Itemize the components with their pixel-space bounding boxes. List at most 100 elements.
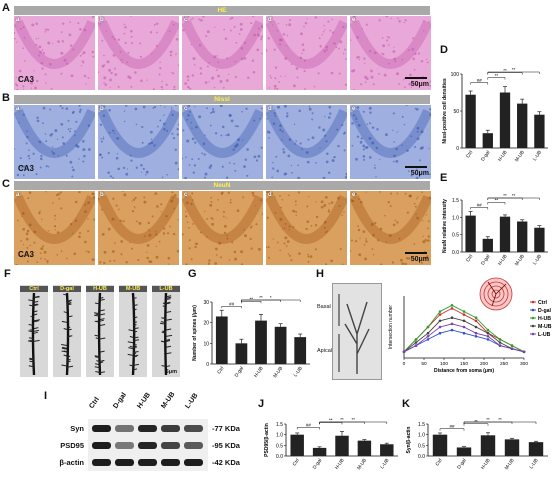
cell-dot — [272, 167, 275, 170]
cell-dot — [271, 176, 273, 178]
dendritic-spine — [28, 299, 35, 302]
cell-dot — [172, 23, 175, 26]
data-point — [438, 319, 442, 323]
cell-dot — [255, 159, 259, 162]
cell-dot — [385, 241, 388, 243]
cell-layer-band — [13, 19, 97, 69]
cell-dot — [374, 221, 377, 225]
cell-dot — [353, 88, 355, 91]
cell-dot — [36, 79, 39, 83]
cell-dot — [173, 85, 176, 89]
cell-dot — [307, 260, 310, 263]
cell-dot — [138, 221, 142, 225]
dendritic-spine — [129, 364, 134, 367]
cell-dot — [272, 238, 274, 240]
cell-dot — [112, 129, 115, 132]
cell-dot — [322, 176, 326, 180]
cell-dot — [272, 122, 276, 125]
data-point — [438, 310, 442, 313]
cell-dot — [226, 234, 228, 237]
cell-dot — [370, 222, 374, 226]
cell-dot — [32, 152, 35, 155]
cell-dot — [84, 203, 87, 206]
cell-dot — [125, 261, 128, 264]
dendritic-spine — [63, 354, 68, 357]
protein-band — [184, 459, 203, 466]
x-tick-label: D-gal — [312, 458, 323, 471]
cell-dot — [355, 157, 358, 161]
cell-dot — [103, 54, 105, 57]
cell-dot — [331, 159, 335, 163]
cell-dot — [246, 174, 249, 177]
cell-dot — [381, 52, 383, 55]
cell-dot — [40, 247, 44, 251]
cell-dot — [28, 157, 31, 160]
bar-ctrl — [465, 94, 476, 148]
cell-dot — [130, 159, 133, 162]
panel-label-i: I — [44, 390, 48, 402]
data-point — [462, 313, 466, 316]
cell-dot — [240, 47, 244, 50]
cell-dot — [70, 74, 74, 78]
cell-dot — [30, 81, 34, 85]
cell-dot — [156, 125, 159, 128]
cell-dot — [169, 54, 173, 57]
cell-dot — [274, 77, 277, 80]
cell-dot — [177, 64, 180, 66]
significance-mark: ** — [503, 68, 507, 73]
cell-dot — [379, 191, 381, 193]
cell-dot — [158, 73, 161, 76]
basal-label: Basal — [317, 304, 331, 310]
cell-dot — [283, 227, 286, 229]
cell-dot — [15, 83, 18, 86]
protein-band — [115, 425, 134, 432]
cell-dot — [341, 263, 344, 265]
cell-dot — [113, 38, 116, 41]
significance-bracket — [487, 71, 540, 74]
cell-dot — [160, 203, 163, 206]
cell-dot — [276, 88, 279, 90]
dendritic-spine — [132, 344, 137, 347]
cell-dot — [149, 230, 151, 232]
dendritic-spine — [162, 331, 167, 334]
cell-dot — [225, 134, 227, 137]
cell-dot — [186, 75, 190, 78]
cell-dot — [186, 139, 190, 143]
cell-dot — [113, 132, 115, 135]
y-tick-label: 0.5 — [418, 443, 425, 449]
data-point — [522, 350, 526, 354]
cell-dot — [59, 191, 63, 194]
micrograph-b-e: e 50μm — [349, 104, 433, 180]
cell-dot — [22, 165, 26, 168]
cell-dot — [134, 71, 137, 74]
cell-dot — [303, 59, 306, 62]
cell-dot — [305, 227, 308, 231]
cell-dot — [62, 22, 65, 25]
dendrite-texture — [127, 292, 140, 376]
cell-dot — [285, 245, 288, 247]
cell-dot — [170, 199, 174, 203]
cell-dot — [185, 215, 188, 218]
cell-dot — [227, 191, 231, 194]
cell-dot — [391, 261, 395, 264]
data-point — [450, 322, 454, 326]
cell-dot — [323, 226, 326, 229]
dendritic-spine — [132, 345, 137, 348]
protein-band — [161, 459, 180, 466]
cell-dot — [401, 58, 404, 61]
series-line-m-ub — [403, 317, 525, 353]
micrograph-texture — [13, 104, 97, 178]
legend-label: M-UB — [538, 324, 552, 330]
cell-dot — [350, 239, 354, 242]
cell-dot — [252, 71, 256, 74]
cell-dot — [405, 257, 409, 260]
significance-bracket — [487, 77, 506, 80]
cell-dot — [374, 166, 376, 169]
cell-dot — [227, 73, 230, 75]
dendrite-shaft — [31, 292, 36, 376]
cell-dot — [342, 52, 345, 55]
data-point — [450, 307, 454, 310]
cell-dot — [356, 36, 360, 39]
cell-dot — [360, 83, 363, 86]
cell-dot — [368, 49, 372, 53]
